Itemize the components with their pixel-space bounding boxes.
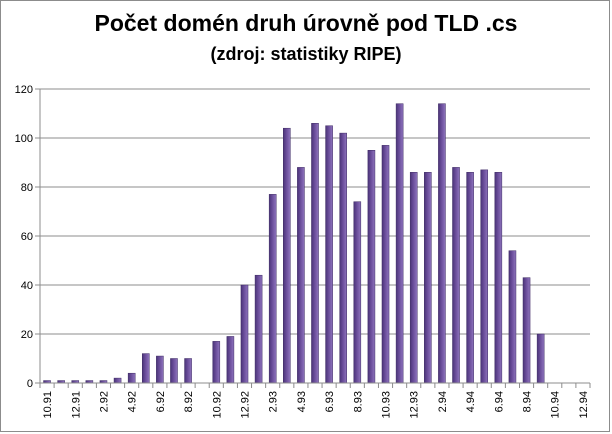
bar <box>283 127 291 384</box>
bar <box>156 355 164 384</box>
bar <box>184 358 192 384</box>
bar <box>480 169 489 384</box>
bar <box>367 150 376 384</box>
x-tick-label: 2.93 <box>268 391 280 412</box>
axes <box>39 89 591 388</box>
y-tick-labels: 0 20 40 60 80 100 120 <box>15 84 33 390</box>
y-tick-label: 0 <box>27 378 33 390</box>
x-tick-label: 12.92 <box>239 391 251 419</box>
y-tick-label: 40 <box>21 280 33 292</box>
y-tick-label: 120 <box>15 84 33 96</box>
bar <box>254 274 263 384</box>
bar <box>311 123 319 384</box>
x-tick-label: 6.93 <box>324 391 336 412</box>
x-tick-label: 12.91 <box>70 391 82 419</box>
y-tick-label: 80 <box>21 182 33 194</box>
bar <box>536 333 545 384</box>
x-tick-label: 4.93 <box>296 391 308 412</box>
x-tick-label: 10.93 <box>381 391 393 419</box>
x-tick-label: 8.94 <box>522 391 534 412</box>
bar <box>226 336 235 384</box>
chart-subtitle: (zdroj: statistiky RIPE) <box>210 44 402 64</box>
bars <box>43 103 545 384</box>
bar <box>353 201 362 384</box>
x-tick-label: 12.93 <box>409 391 421 419</box>
chart-title: Počet domén druh úrovně pod TLD .cs <box>94 10 518 36</box>
bar <box>113 377 122 384</box>
bar <box>141 353 150 384</box>
y-tick-label: 20 <box>21 329 33 341</box>
x-tick-label: 6.92 <box>155 391 167 412</box>
x-tick-label: 2.94 <box>437 391 449 412</box>
bar <box>466 172 474 384</box>
bar <box>522 277 531 384</box>
y-tick-label: 60 <box>21 231 33 243</box>
x-tick-label: 8.93 <box>352 391 364 412</box>
x-tick-label: 12.94 <box>578 391 590 419</box>
bar <box>438 103 446 384</box>
bar <box>268 194 277 384</box>
x-tick-labels: 10.91 12.91 2.92 4.92 6.92 8.92 10.92 12.92 2.93… <box>42 391 590 419</box>
x-tick-label: 2.92 <box>98 391 110 412</box>
bar <box>325 125 333 384</box>
x-tick-label: 10.91 <box>42 391 54 419</box>
x-tick-label: 4.92 <box>127 391 139 412</box>
bar <box>381 145 390 384</box>
x-tick-label: 10.94 <box>550 391 562 419</box>
bar <box>127 372 136 384</box>
bar <box>339 132 347 384</box>
bar <box>212 341 221 384</box>
bar <box>395 103 404 384</box>
bar <box>508 250 517 384</box>
bar <box>297 167 305 384</box>
x-tick-label: 10.92 <box>211 391 223 419</box>
bar <box>240 284 249 384</box>
bar <box>409 172 418 384</box>
bar <box>494 172 503 384</box>
bar <box>170 358 178 384</box>
y-tick-label: 100 <box>15 133 33 145</box>
bar <box>424 172 432 384</box>
x-tick-label: 8.92 <box>183 391 195 412</box>
x-tick-label: 4.94 <box>465 391 477 412</box>
bar <box>452 167 460 384</box>
x-tick-label: 6.94 <box>493 391 505 412</box>
